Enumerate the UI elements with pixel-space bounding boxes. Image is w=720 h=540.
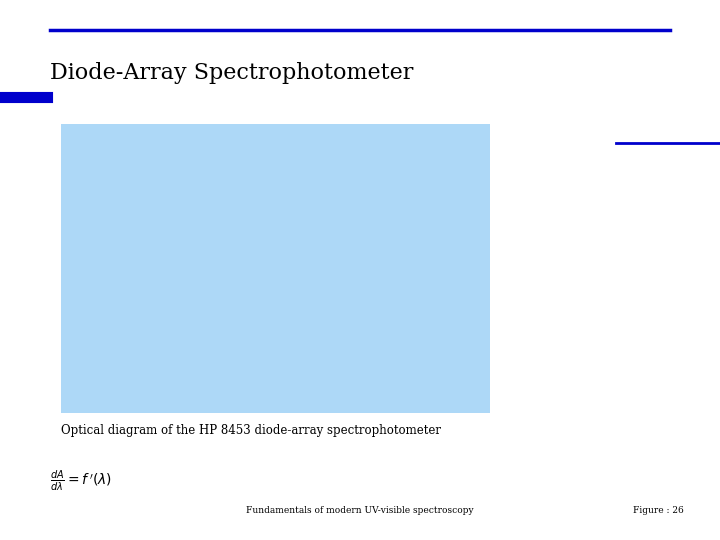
- Text: Figure : 26: Figure : 26: [634, 506, 684, 515]
- Text: Optical diagram of the HP 8453 diode-array spectrophotometer: Optical diagram of the HP 8453 diode-arr…: [61, 424, 441, 437]
- Text: Fundamentals of modern UV-visible spectroscopy: Fundamentals of modern UV-visible spectr…: [246, 506, 474, 515]
- Bar: [61, 124, 490, 413]
- Text: Diode-Array Spectrophotometer: Diode-Array Spectrophotometer: [50, 62, 414, 84]
- Text: $\frac{dA}{d\lambda} = f^{\,\prime}(\lambda)$: $\frac{dA}{d\lambda} = f^{\,\prime}(\lam…: [50, 468, 112, 493]
